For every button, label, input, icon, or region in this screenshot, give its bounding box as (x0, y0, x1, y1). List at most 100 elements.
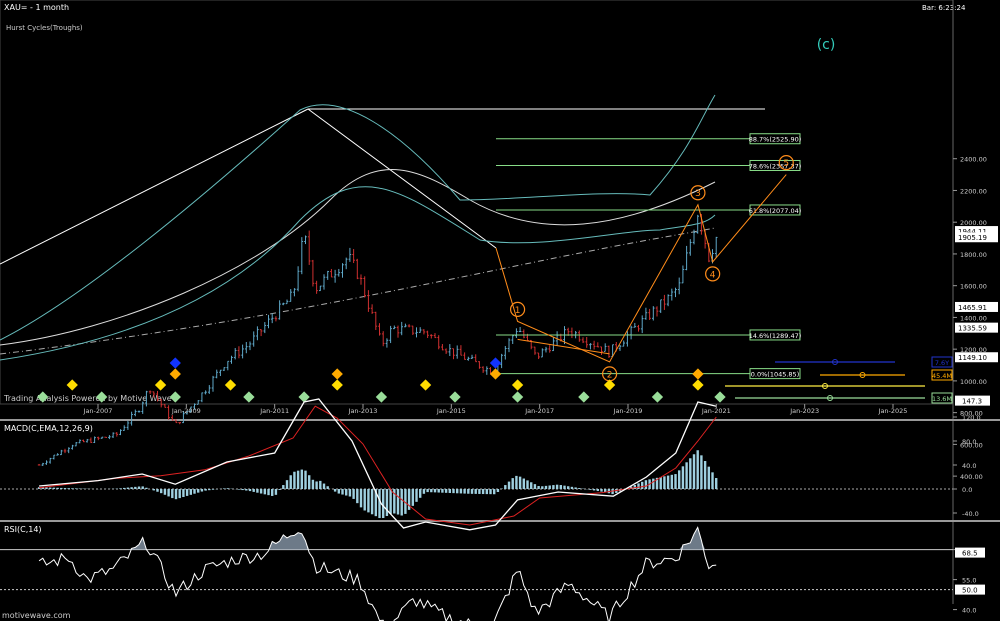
macd-histogram-bar (474, 489, 477, 494)
macd-histogram-bar (681, 466, 685, 489)
price-marker-box (955, 352, 998, 363)
price-tick-label: 2400.00 (960, 156, 987, 164)
macd-histogram-bar (452, 489, 455, 494)
macd-histogram-bar (544, 485, 548, 489)
rsi-layer (0, 526, 953, 621)
macd-histogram-bar (655, 477, 659, 489)
macd-histogram-bar (333, 489, 337, 492)
macd-histogram-bar (67, 488, 70, 489)
macd-histogram-bar (674, 474, 677, 489)
macd-histogram-bar (604, 489, 607, 493)
fib-label: 88.7%(2525.90) (749, 136, 802, 144)
price-marker-label: 1905.19 (958, 234, 987, 242)
macd-histogram-bar (367, 489, 370, 513)
wave-channel (517, 338, 610, 355)
macd-histogram-bar (156, 489, 159, 492)
macd-histogram-bar (493, 489, 496, 495)
wave-label: 2 (607, 370, 613, 380)
macd-histogram-bar (666, 475, 670, 489)
macd-histogram-bar (481, 489, 485, 495)
macd-line (39, 398, 717, 531)
macd-histogram-bar (289, 475, 292, 489)
price-tick-label: 2200.00 (960, 187, 987, 195)
rsi-marker-label: 50.0 (962, 587, 978, 595)
rsi-marker-label: 68.5 (962, 550, 978, 558)
macd-histogram-bar (589, 489, 592, 490)
time-tick-label: Jan-2021 (701, 407, 731, 415)
fib-label-box (749, 133, 801, 145)
price-marker-label: 1335.59 (958, 325, 987, 333)
macd-histogram-bar (345, 489, 348, 496)
macd-histogram-bar (692, 454, 696, 489)
macd-histogram-bar (322, 483, 326, 489)
macd-marker-box (955, 395, 990, 406)
macd-tick-label: -40.0 (962, 510, 979, 518)
time-tick-label: Jan-2019 (613, 407, 643, 415)
macd-histogram-bar (56, 487, 59, 489)
macd-histogram-bar (204, 489, 207, 491)
macd-histogram-bar (152, 489, 156, 491)
macd-histogram-bar (378, 489, 381, 519)
trend-line-up (0, 108, 309, 265)
macd-histogram-bar (119, 488, 122, 489)
macd-histogram-bar (337, 489, 341, 494)
cycle-value-label: 13.6M (932, 395, 952, 403)
macd-histogram-bar (489, 489, 492, 495)
cycle-diamond (298, 391, 310, 403)
macd-histogram-bar (137, 486, 141, 489)
macd-histogram-bar (174, 489, 178, 500)
macd-histogram-bar (541, 486, 544, 489)
axis-layer: 400.00 600.00 800.00 1000.00 1200.00 1400.00 1… (83, 156, 998, 615)
fib-label: 61.8%(2077.04) (749, 207, 802, 215)
time-tick-label: Jan-2017 (524, 407, 554, 415)
lower-band-line (0, 186, 716, 361)
mid-ma-line (0, 169, 716, 346)
price-marker-box (955, 322, 998, 333)
macd-histogram-bar (678, 470, 681, 489)
price-tick-label: 400.00 (960, 473, 983, 481)
macd-histogram-bar (237, 489, 241, 490)
macd-histogram-bar (415, 489, 418, 502)
price-marker-label: 1944.11 (958, 228, 987, 236)
macd-histogram-bar (600, 489, 603, 492)
macd-tick-label: 0.0 (962, 486, 972, 494)
cycle-diamond-yellow (154, 379, 167, 391)
rsi-marker-box (955, 584, 985, 595)
macd-histogram-bar (552, 485, 555, 489)
macd-histogram-bar (441, 489, 444, 493)
macd-histogram-bar (715, 478, 718, 489)
cycle-diamond (714, 391, 726, 403)
macd-histogram-bar (141, 486, 144, 489)
cycle-diamond-blue (169, 357, 181, 369)
price-marker-box (955, 226, 998, 237)
macd-histogram-bar (60, 487, 63, 489)
macd-histogram-bar (245, 489, 248, 491)
wave-label: 1 (515, 306, 521, 316)
macd-histogram-bar (567, 486, 570, 489)
price-tick-label: 1400.00 (960, 314, 987, 322)
macd-histogram-bar (348, 489, 352, 497)
cycle-projection-dot (859, 372, 866, 378)
time-tick-label: Jan-2011 (259, 407, 289, 415)
macd-histogram-bar (185, 489, 189, 496)
macd-histogram-bar (200, 489, 204, 492)
macd-histogram-bar (282, 485, 285, 489)
macd-histogram-bar (396, 489, 400, 515)
macd-histogram-bar (400, 489, 403, 516)
cycle-diamond (651, 391, 664, 403)
price-tick-label: 800.00 (960, 410, 983, 418)
macd-histogram-bar (382, 489, 385, 519)
macd-histogram-bar (315, 481, 318, 489)
macd-histogram-bar (211, 489, 215, 490)
cycle-diamond-yellow (66, 379, 78, 391)
macd-histogram-bar (444, 489, 448, 493)
macd-histogram-bar (389, 489, 392, 514)
rsi-line (38, 526, 717, 621)
cycle-diamond-yellow (692, 379, 704, 391)
macd-histogram-bar (178, 489, 181, 499)
price-tick-label: 1200.00 (960, 346, 987, 354)
cycle-diamond (37, 391, 49, 403)
macd-histogram-bar (252, 489, 255, 492)
cycle-diamond-yellow (511, 379, 524, 391)
macd-histogram-bar (145, 487, 148, 489)
